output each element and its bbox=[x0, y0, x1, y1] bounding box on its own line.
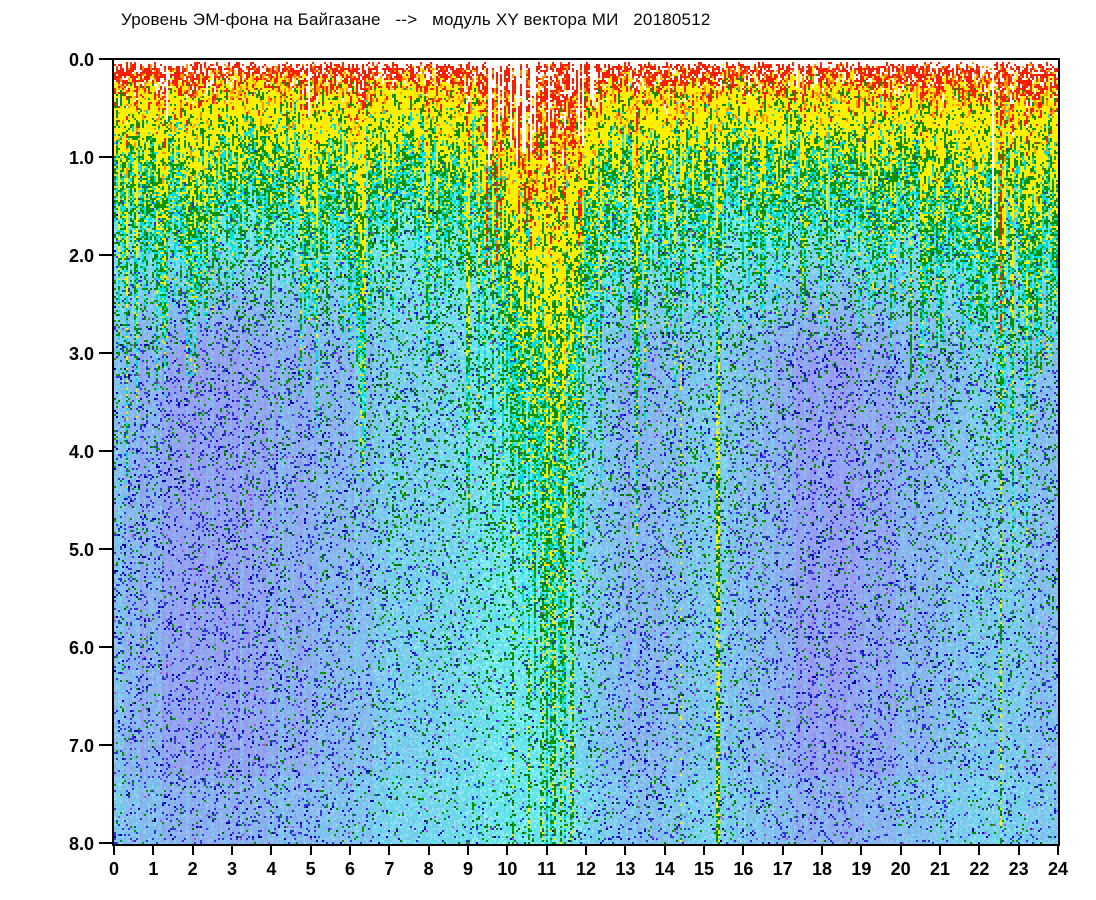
x-axis-tick bbox=[270, 844, 273, 855]
x-axis-tick bbox=[821, 844, 823, 855]
x-axis-tick-label: 15 bbox=[693, 859, 715, 879]
x-axis-tick bbox=[231, 844, 233, 855]
x-axis-tick-label: 18 bbox=[811, 859, 833, 879]
x-axis-tick-label: 5 bbox=[305, 859, 316, 879]
x-axis-tick-label: 2 bbox=[187, 859, 198, 879]
x-axis-tick bbox=[624, 844, 627, 855]
x-axis-tick-label: 3 bbox=[226, 859, 237, 879]
y-axis-tick-label: 7.0 bbox=[68, 736, 94, 756]
x-axis-tick-label: 24 bbox=[1047, 859, 1069, 879]
x-axis-tick-label: 16 bbox=[733, 859, 754, 879]
y-axis-tick-label: 3.0 bbox=[68, 344, 94, 364]
x-axis-tick-label: 13 bbox=[615, 859, 636, 879]
x-axis-tick bbox=[1017, 844, 1020, 855]
x-axis-tick bbox=[309, 844, 312, 855]
chart-title: Уровень ЭМ-фона на Байгазане --> модуль … bbox=[121, 10, 711, 29]
x-axis-tick bbox=[191, 844, 194, 855]
x-axis-tick-label: 17 bbox=[772, 859, 793, 879]
x-axis-tick-label: 22 bbox=[969, 859, 990, 879]
x-axis-tick bbox=[113, 844, 115, 855]
x-axis-tick bbox=[506, 844, 509, 855]
y-axis-tick bbox=[99, 548, 112, 550]
x-axis-tick bbox=[899, 844, 902, 855]
x-axis-tick-label: 11 bbox=[537, 859, 557, 879]
y-axis-tick bbox=[99, 254, 112, 256]
x-axis-tick bbox=[663, 844, 666, 855]
x-axis-tick-label: 23 bbox=[1008, 859, 1029, 879]
y-axis-tick-label: 4.0 bbox=[68, 442, 94, 462]
x-axis-tick bbox=[349, 844, 351, 855]
x-axis-tick bbox=[1057, 844, 1059, 855]
x-axis-tick-label: 9 bbox=[462, 859, 473, 879]
y-axis-tick bbox=[99, 646, 112, 648]
y-axis-tick-label: 0.0 bbox=[68, 50, 94, 70]
x-axis-tick-label: 0 bbox=[108, 859, 119, 879]
x-axis-tick-label: 7 bbox=[384, 859, 395, 879]
y-axis-tick bbox=[99, 450, 112, 452]
x-axis-tick bbox=[781, 844, 784, 855]
x-axis-tick bbox=[939, 844, 941, 855]
x-axis-tick bbox=[978, 844, 981, 855]
y-axis-tick-label: 1.0 bbox=[68, 148, 94, 168]
x-axis-tick-label: 20 bbox=[890, 859, 911, 879]
x-axis-tick bbox=[152, 844, 155, 855]
x-axis-tick-label: 10 bbox=[497, 859, 518, 879]
x-axis-tick-label: 6 bbox=[344, 859, 355, 879]
x-axis-tick-label: 14 bbox=[654, 859, 675, 879]
y-axis-tick bbox=[99, 352, 112, 354]
x-axis-tick bbox=[545, 844, 548, 855]
y-axis-tick-label: 2.0 bbox=[68, 246, 94, 266]
x-axis-tick bbox=[467, 844, 469, 855]
x-axis-tick bbox=[427, 844, 430, 855]
y-axis-tick bbox=[99, 58, 112, 60]
x-axis-tick-label: 1 bbox=[148, 859, 159, 879]
x-axis-tick-label: 12 bbox=[575, 859, 597, 879]
x-axis-tick bbox=[742, 844, 745, 855]
x-axis-tick bbox=[388, 844, 391, 855]
y-axis-tick bbox=[99, 842, 112, 844]
y-axis-tick-label: 5.0 bbox=[68, 540, 94, 560]
y-axis-tick-label: 8.0 bbox=[68, 834, 94, 854]
x-axis-tick bbox=[860, 844, 863, 855]
x-axis-tick-label: 8 bbox=[423, 859, 434, 879]
y-axis-tick bbox=[99, 744, 112, 746]
em-spectrogram-canvas bbox=[114, 60, 1058, 844]
x-axis-tick-label: 4 bbox=[266, 859, 277, 879]
plot-area bbox=[112, 58, 1060, 846]
x-axis-tick-label: 21 bbox=[929, 859, 951, 879]
x-axis-tick bbox=[585, 844, 587, 855]
y-axis-tick bbox=[99, 156, 112, 158]
y-axis-tick-label: 6.0 bbox=[68, 638, 94, 658]
x-axis-tick-label: 19 bbox=[851, 859, 872, 879]
x-axis-tick bbox=[703, 844, 705, 855]
